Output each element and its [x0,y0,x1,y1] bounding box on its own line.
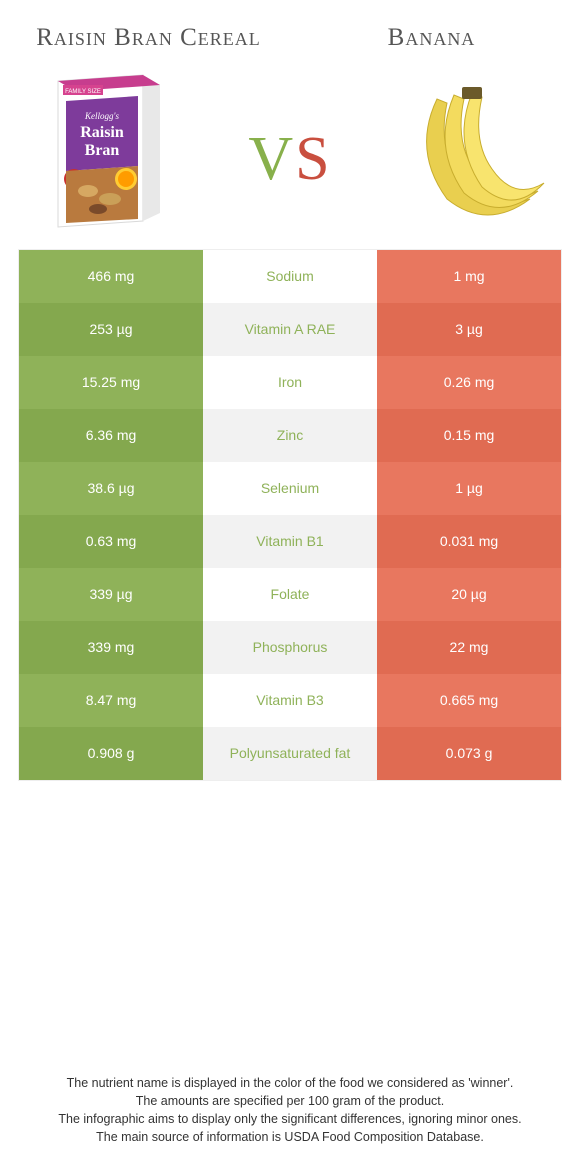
vs-label: vs [248,107,331,195]
footer-line: The infographic aims to display only the… [38,1110,542,1128]
table-row: 8.47 mgVitamin B30.665 mg [19,674,561,727]
right-value-cell: 0.26 mg [377,356,561,409]
svg-text:Raisin: Raisin [80,124,124,141]
right-value-cell: 1 mg [377,250,561,303]
right-value-cell: 0.073 g [377,727,561,780]
footer-line: The amounts are specified per 100 gram o… [38,1092,542,1110]
nutrient-label-cell: Vitamin B3 [203,674,377,727]
nutrient-label-cell: Vitamin A RAE [203,303,377,356]
nutrient-label-cell: Folate [203,568,377,621]
nutrient-label-cell: Selenium [203,462,377,515]
right-value-cell: 0.665 mg [377,674,561,727]
hero-row: FAMILY SIZE Kellogg's Raisin Bran vs [18,63,562,249]
right-value-cell: 0.031 mg [377,515,561,568]
nutrient-label-cell: Iron [203,356,377,409]
nutrient-label-cell: Polyunsaturated fat [203,727,377,780]
svg-text:Kellogg's: Kellogg's [84,111,119,121]
footer-line: The nutrient name is displayed in the co… [38,1074,542,1092]
nutrient-label-cell: Vitamin B1 [203,515,377,568]
left-value-cell: 6.36 mg [19,409,203,462]
left-value-cell: 253 µg [19,303,203,356]
table-row: 253 µgVitamin A RAE3 µg [19,303,561,356]
right-food-image [392,71,552,231]
infographic-page: Raisin Bran Cereal Banana FAMILY SIZE Ke… [0,0,580,1174]
nutrient-label-cell: Sodium [203,250,377,303]
table-row: 38.6 µgSelenium1 µg [19,462,561,515]
vs-letter-v: v [248,107,295,195]
left-value-cell: 38.6 µg [19,462,203,515]
title-row: Raisin Bran Cereal Banana [18,18,562,63]
svg-text:FAMILY SIZE: FAMILY SIZE [65,89,101,95]
nutrient-label-cell: Phosphorus [203,621,377,674]
right-value-cell: 1 µg [377,462,561,515]
right-value-cell: 0.15 mg [377,409,561,462]
vs-letter-s: s [295,107,331,195]
comparison-table: 466 mgSodium1 mg253 µgVitamin A RAE3 µg1… [18,249,562,781]
right-value-cell: 22 mg [377,621,561,674]
banana-icon [392,81,552,221]
left-value-cell: 339 µg [19,568,203,621]
table-row: 339 mgPhosphorus22 mg [19,621,561,674]
left-value-cell: 0.908 g [19,727,203,780]
right-value-cell: 20 µg [377,568,561,621]
table-row: 0.908 gPolyunsaturated fat0.073 g [19,727,561,780]
table-row: 339 µgFolate20 µg [19,568,561,621]
left-value-cell: 0.63 mg [19,515,203,568]
cereal-box-icon: FAMILY SIZE Kellogg's Raisin Bran [48,71,168,231]
left-food-image: FAMILY SIZE Kellogg's Raisin Bran [28,71,188,231]
left-value-cell: 339 mg [19,621,203,674]
table-row: 0.63 mgVitamin B10.031 mg [19,515,561,568]
left-food-title: Raisin Bran Cereal [28,24,269,53]
table-row: 15.25 mgIron0.26 mg [19,356,561,409]
nutrient-label-cell: Zinc [203,409,377,462]
table-row: 466 mgSodium1 mg [19,250,561,303]
right-value-cell: 3 µg [377,303,561,356]
svg-text:Bran: Bran [85,142,120,159]
left-value-cell: 15.25 mg [19,356,203,409]
left-value-cell: 8.47 mg [19,674,203,727]
left-value-cell: 466 mg [19,250,203,303]
footer-line: The main source of information is USDA F… [38,1128,542,1146]
footer-notes: The nutrient name is displayed in the co… [18,1068,562,1157]
table-row: 6.36 mgZinc0.15 mg [19,409,561,462]
right-food-title: Banana [311,24,552,53]
